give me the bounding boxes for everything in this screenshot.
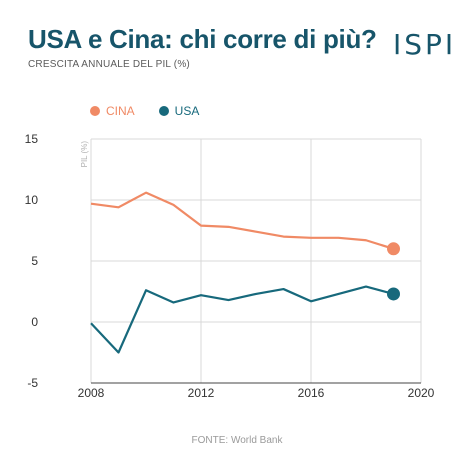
y-tick-label: 0 xyxy=(31,315,38,329)
legend-label-cina: CINA xyxy=(106,104,135,118)
y-tick-label: 5 xyxy=(31,254,38,268)
page-title: USA e Cina: chi corre di più? xyxy=(28,24,377,54)
legend-label-usa: USA xyxy=(174,104,200,118)
series-endpoint-cina xyxy=(387,242,400,256)
legend-item-cina: CINA xyxy=(90,104,135,118)
x-tick-label: 2012 xyxy=(188,386,215,400)
y-axis-label: PIL (%) xyxy=(80,141,89,168)
x-tick-label: 2020 xyxy=(408,386,435,400)
legend-dot-cina xyxy=(90,106,100,116)
chart-subtitle: CRESCITA ANNUALE DEL PIL (%) xyxy=(28,59,190,70)
legend-item-usa: USA xyxy=(158,104,200,118)
x-tick-label: 2008 xyxy=(78,386,105,400)
series-endpoint-usa xyxy=(387,287,400,301)
ispi-logo: ISPI xyxy=(393,28,457,61)
series-line-usa xyxy=(90,285,394,354)
chart-legend: CINA USA xyxy=(90,104,217,118)
legend-dot-usa xyxy=(158,106,169,116)
source-note: FONTE: World Bank xyxy=(191,435,283,446)
y-tick-label: -5 xyxy=(27,376,38,390)
y-tick-label: 15 xyxy=(25,132,39,146)
series-line-cina xyxy=(90,191,394,250)
x-tick-label: 2016 xyxy=(298,386,325,400)
y-tick-label: 10 xyxy=(25,193,39,207)
